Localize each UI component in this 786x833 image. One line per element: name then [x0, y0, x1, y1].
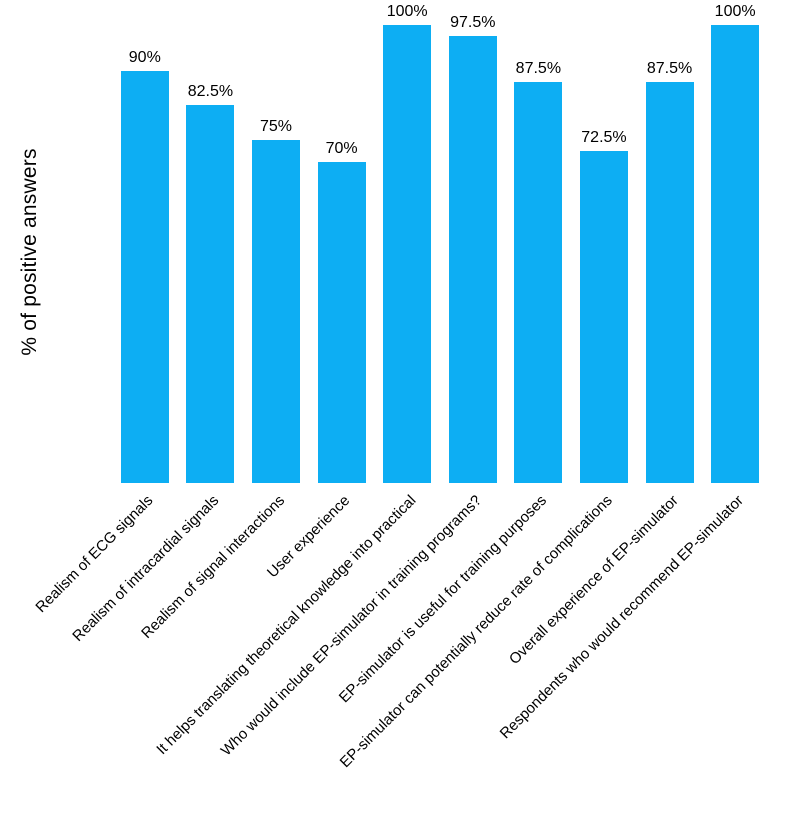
category-label: Realism of signal interactions — [138, 492, 289, 642]
bars-container: 90% 82.5% 75% 70% 100% 97.5% 87.5% 72.5% 87.5% 10… — [112, 3, 768, 483]
category-label: Realism of ECG signals — [32, 492, 157, 617]
bar-value-label: 87.5% — [515, 60, 562, 78]
bar — [317, 162, 366, 483]
bar — [383, 25, 432, 483]
category-label: User experience — [264, 492, 354, 582]
bar — [448, 36, 497, 483]
bar-value-label: 97.5% — [450, 14, 496, 32]
bar-value-label: 90% — [128, 48, 161, 66]
bar-value-label: 82.5% — [187, 83, 234, 101]
category-label: EP-simulator can potentially reduce rate… — [336, 492, 617, 772]
bar-group: 87.5% — [637, 25, 703, 483]
bar-group: 100% — [702, 3, 768, 483]
bar — [514, 82, 563, 483]
bar-value-label: 72.5% — [581, 128, 627, 146]
category-label: Realism of intracardial signals — [69, 492, 223, 645]
bar-value-label: 75% — [259, 117, 292, 135]
bar — [645, 82, 694, 483]
bar-group: 82.5% — [178, 25, 244, 483]
category-label: It helps translating theoretical knowled… — [153, 492, 420, 759]
y-axis-label: % of positive answers — [18, 148, 41, 356]
bar-value-label: 70% — [325, 140, 358, 158]
bar-group: 90% — [112, 25, 178, 483]
bar-group: 87.5% — [506, 25, 572, 483]
bar — [120, 70, 169, 483]
bar-value-label: 100% — [386, 3, 428, 20]
bar-value-label: 87.5% — [646, 60, 693, 78]
bar — [579, 150, 628, 483]
category-label: Who would include EP-simulator in traini… — [217, 492, 485, 760]
bar-group: 100% — [374, 3, 440, 483]
bar-group: 75% — [243, 25, 309, 483]
category-label: Respondents who would recommend EP-simul… — [497, 492, 748, 743]
bar-value-label: 100% — [714, 3, 756, 20]
bar — [186, 105, 235, 483]
category-label: EP-simulator is useful for training purp… — [336, 492, 551, 707]
bar-group: 97.5% — [440, 14, 506, 483]
bar — [251, 139, 300, 483]
bar-group: 70% — [309, 25, 375, 483]
bar — [711, 25, 760, 483]
category-label: Overall experience of EP-simulator — [505, 492, 682, 668]
bar-group: 72.5% — [571, 25, 637, 483]
